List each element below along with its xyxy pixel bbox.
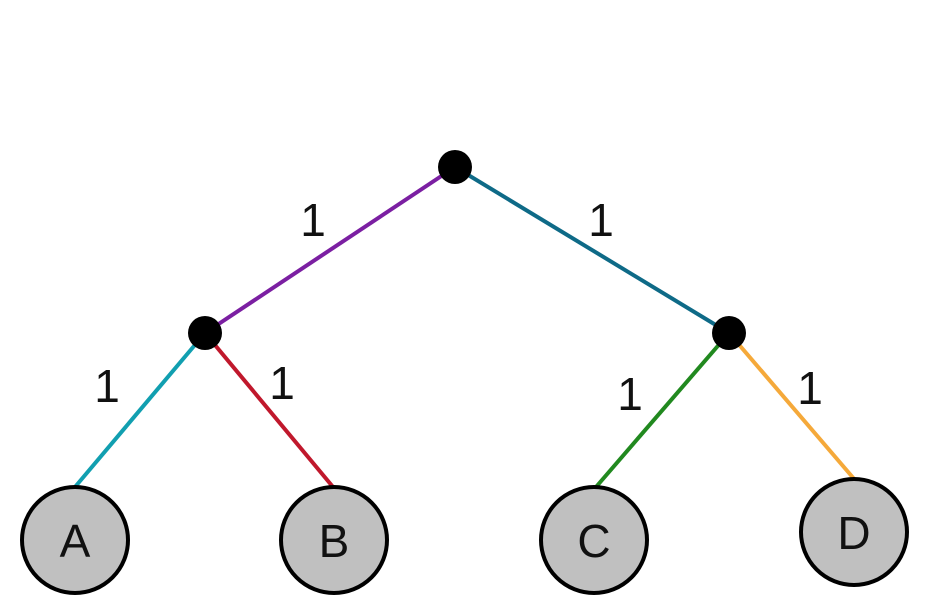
edge-left-a xyxy=(73,331,207,489)
internal-node-left xyxy=(188,316,222,350)
leaf-label-a: A xyxy=(60,515,91,567)
edge-root-right xyxy=(453,165,731,335)
edge-weight-root-right: 1 xyxy=(588,194,614,246)
edge-weight-right-c: 1 xyxy=(617,368,643,420)
leaf-label-c: C xyxy=(577,515,610,567)
leaf-circle-a xyxy=(20,485,130,595)
leaf-node-b: B xyxy=(279,485,389,595)
leaf-label-d: D xyxy=(837,507,870,559)
leaf-circle-c xyxy=(539,485,649,595)
leaf-node-d: D xyxy=(799,477,909,587)
edge-weight-left-a: 1 xyxy=(94,360,120,412)
internal-node-root xyxy=(438,150,472,184)
internal-node-right xyxy=(712,316,746,350)
leaf-circle-b xyxy=(279,485,389,595)
edge-left-b xyxy=(203,331,335,489)
edge-right-d xyxy=(727,331,857,482)
edge-weight-right-d: 1 xyxy=(797,362,823,414)
leaf-node-a: A xyxy=(20,485,130,595)
leaf-label-b: B xyxy=(319,515,350,567)
edge-weight-left-b: 1 xyxy=(269,357,295,409)
edge-root-left xyxy=(203,165,457,335)
edge-right-c xyxy=(594,331,731,489)
leaf-circle-d xyxy=(799,477,909,587)
edge-weight-root-left: 1 xyxy=(300,194,326,246)
leaf-node-c: C xyxy=(539,485,649,595)
